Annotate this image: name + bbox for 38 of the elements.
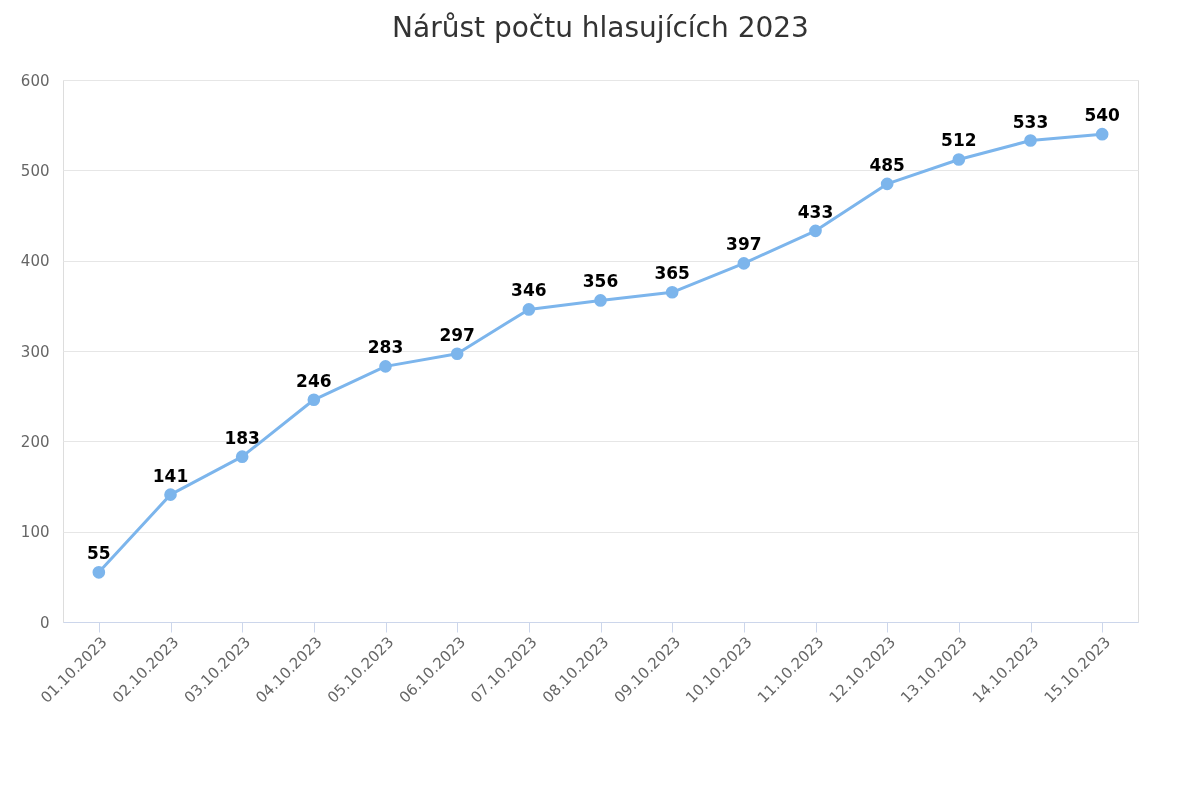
data-label: 533 [1012, 111, 1049, 132]
data-label: 485 [869, 154, 905, 175]
y-tick-label: 600 [20, 71, 50, 90]
data-label: 246 [296, 370, 332, 391]
point [235, 450, 249, 463]
y-tick-label: 200 [20, 432, 50, 451]
y-tick-label: 500 [20, 161, 50, 180]
point [379, 360, 392, 373]
data-label: 397 [726, 234, 762, 255]
data-label: 141 [152, 465, 189, 486]
data-label: 297 [439, 324, 475, 345]
point [880, 177, 894, 191]
data-label: 283 [367, 337, 404, 358]
data-label: 540 [1084, 105, 1121, 126]
point [737, 257, 751, 270]
y-tick-label: 100 [20, 523, 50, 542]
data-label: 356 [582, 271, 619, 292]
data-label: 346 [511, 280, 547, 301]
y-tick-label: 400 [20, 252, 50, 271]
data-label: 365 [654, 263, 690, 284]
point [1024, 134, 1037, 147]
data-label: 183 [224, 427, 260, 448]
point [307, 393, 321, 407]
point [952, 153, 966, 166]
point [594, 294, 607, 307]
point [522, 303, 536, 316]
data-label: 55 [87, 543, 111, 564]
point [164, 488, 177, 501]
point [1095, 127, 1109, 141]
chart-title: Nárůst počtu hlasujících 2023 [392, 11, 809, 44]
y-tick-label: 0 [39, 613, 50, 632]
data-label: 433 [797, 201, 834, 222]
y-tick-label: 300 [20, 342, 50, 361]
point [450, 347, 464, 361]
point [809, 224, 822, 238]
data-label: 512 [941, 130, 977, 151]
point [92, 566, 106, 579]
point [665, 285, 679, 299]
